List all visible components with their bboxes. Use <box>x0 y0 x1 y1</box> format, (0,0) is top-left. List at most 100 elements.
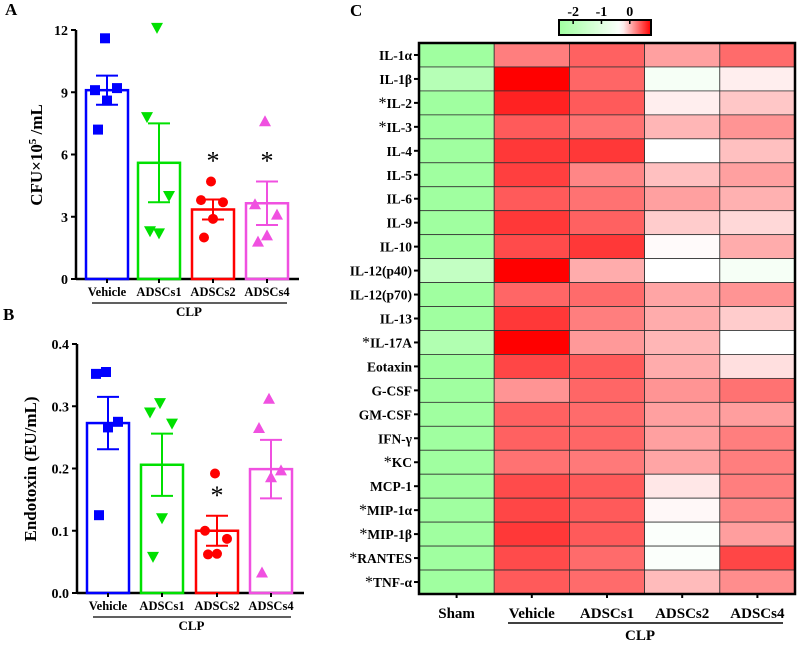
row-label: *TNF-α <box>365 574 412 591</box>
row-label: *IL-3 <box>378 119 412 136</box>
heatmap-cell <box>719 377 796 403</box>
heatmap-cell <box>719 354 796 379</box>
x-tick-label: ADSCs2 <box>190 285 235 299</box>
heatmap-cell <box>418 42 495 68</box>
row-label-text: IL-5 <box>386 168 412 183</box>
x-tick-label: Vehicle <box>89 599 128 613</box>
row-label: IL-10 <box>380 240 413 255</box>
heatmap-cell <box>644 90 721 116</box>
heatmap-cell <box>719 234 796 260</box>
data-point <box>103 422 113 433</box>
row-label-text: IL-4 <box>386 144 412 159</box>
column-label: ADSCs4 <box>730 606 785 622</box>
heatmap-cell <box>719 306 796 331</box>
y-tick-label: 0.0 <box>52 587 70 602</box>
significance-star: * <box>384 454 392 471</box>
row-label: *MIP-1α <box>359 502 412 519</box>
heatmap-cell <box>719 210 796 236</box>
row-label: IL-9 <box>386 216 412 231</box>
heatmap-cell <box>569 282 646 307</box>
heatmap-cell <box>719 42 796 68</box>
column-label: ADSCs1 <box>580 606 634 622</box>
data-point <box>275 464 287 476</box>
heatmap-cell <box>418 545 495 571</box>
heatmap-cell <box>569 545 646 571</box>
data-point <box>100 33 110 44</box>
heatmap-cell <box>493 449 570 475</box>
heatmap-cell <box>569 306 646 331</box>
heatmap-cell <box>644 42 721 68</box>
heatmap-cell <box>493 258 570 283</box>
data-point <box>163 191 175 202</box>
row-label-text: IFN-γ <box>378 431 413 446</box>
heatmap-cell <box>418 210 495 236</box>
heatmap-cell <box>418 90 495 116</box>
heatmap-cell <box>493 42 570 68</box>
x-tick-label: ADSCs1 <box>136 285 181 299</box>
heatmap-cell <box>418 162 495 188</box>
heatmap-cell <box>644 473 721 499</box>
row-label-text: IL-12(p70) <box>350 288 412 303</box>
heatmap-cell <box>569 473 646 499</box>
x-tick-label: ADSCs4 <box>248 599 294 613</box>
significance-star: * <box>211 481 224 510</box>
heatmap-cell <box>569 42 646 68</box>
row-label: MCP-1 <box>370 479 412 494</box>
heatmap-cell <box>493 497 570 523</box>
y-axis-label: CFU×105 /mL <box>27 104 46 206</box>
heatmap-cell <box>569 258 646 283</box>
row-label: IL-12(p40) <box>350 264 412 279</box>
y-axis-label-text: CFU×10 <box>27 144 46 206</box>
heatmap-cell <box>719 66 796 92</box>
heatmap-cell <box>418 569 495 595</box>
heatmap-cell <box>569 425 646 451</box>
heatmap-cell <box>644 330 721 355</box>
x-tick-label: ADSCs4 <box>244 285 290 299</box>
heatmap-cell <box>569 210 646 236</box>
row-label: IL-13 <box>380 312 413 327</box>
data-point <box>102 95 112 106</box>
significance-star: * <box>349 550 357 567</box>
row-label: GM-CSF <box>359 407 412 422</box>
heatmap-cell <box>418 330 495 355</box>
y-axis-label-tail: /mL <box>27 104 46 138</box>
heatmap-cell <box>569 66 646 92</box>
row-label: *KC <box>384 454 412 471</box>
heatmap-cell <box>719 449 796 475</box>
heatmap-cell <box>644 425 721 451</box>
y-axis-label-sup: 5 <box>27 138 39 144</box>
heatmap-cell <box>569 401 646 427</box>
heatmap-cell <box>719 282 796 307</box>
heatmap-cell <box>644 545 721 571</box>
heatmap-cell <box>644 258 721 283</box>
heatmap-cell <box>719 545 796 571</box>
data-point <box>199 232 209 243</box>
y-tick-label: 3 <box>61 211 68 226</box>
heatmap-cell <box>418 66 495 92</box>
heatmap-cell <box>719 162 796 188</box>
row-label: *MIP-1β <box>359 526 412 543</box>
data-point <box>113 416 123 427</box>
heatmap-cell <box>569 497 646 523</box>
heatmap-cell <box>719 497 796 523</box>
heatmap-cell <box>644 210 721 236</box>
significance-star: * <box>359 502 367 519</box>
data-point <box>218 197 228 208</box>
colorbar <box>558 19 652 36</box>
data-point <box>200 525 210 536</box>
row-label: *RANTES <box>349 550 412 567</box>
heatmap-cell <box>719 473 796 499</box>
heatmap-cell <box>493 521 570 547</box>
heatmap-cell <box>493 545 570 571</box>
heatmap-cell <box>644 234 721 260</box>
row-label: IFN-γ <box>378 431 413 446</box>
significance-star: * <box>207 146 220 175</box>
heatmap-cell <box>418 234 495 260</box>
data-point <box>156 513 168 525</box>
panel-label-a: A <box>5 0 18 19</box>
heatmap-cell <box>418 377 495 403</box>
y-tick-label: 0 <box>61 273 68 288</box>
heatmap-cell <box>569 569 646 595</box>
heatmap-cell <box>569 354 646 379</box>
row-label: IL-6 <box>386 192 412 207</box>
